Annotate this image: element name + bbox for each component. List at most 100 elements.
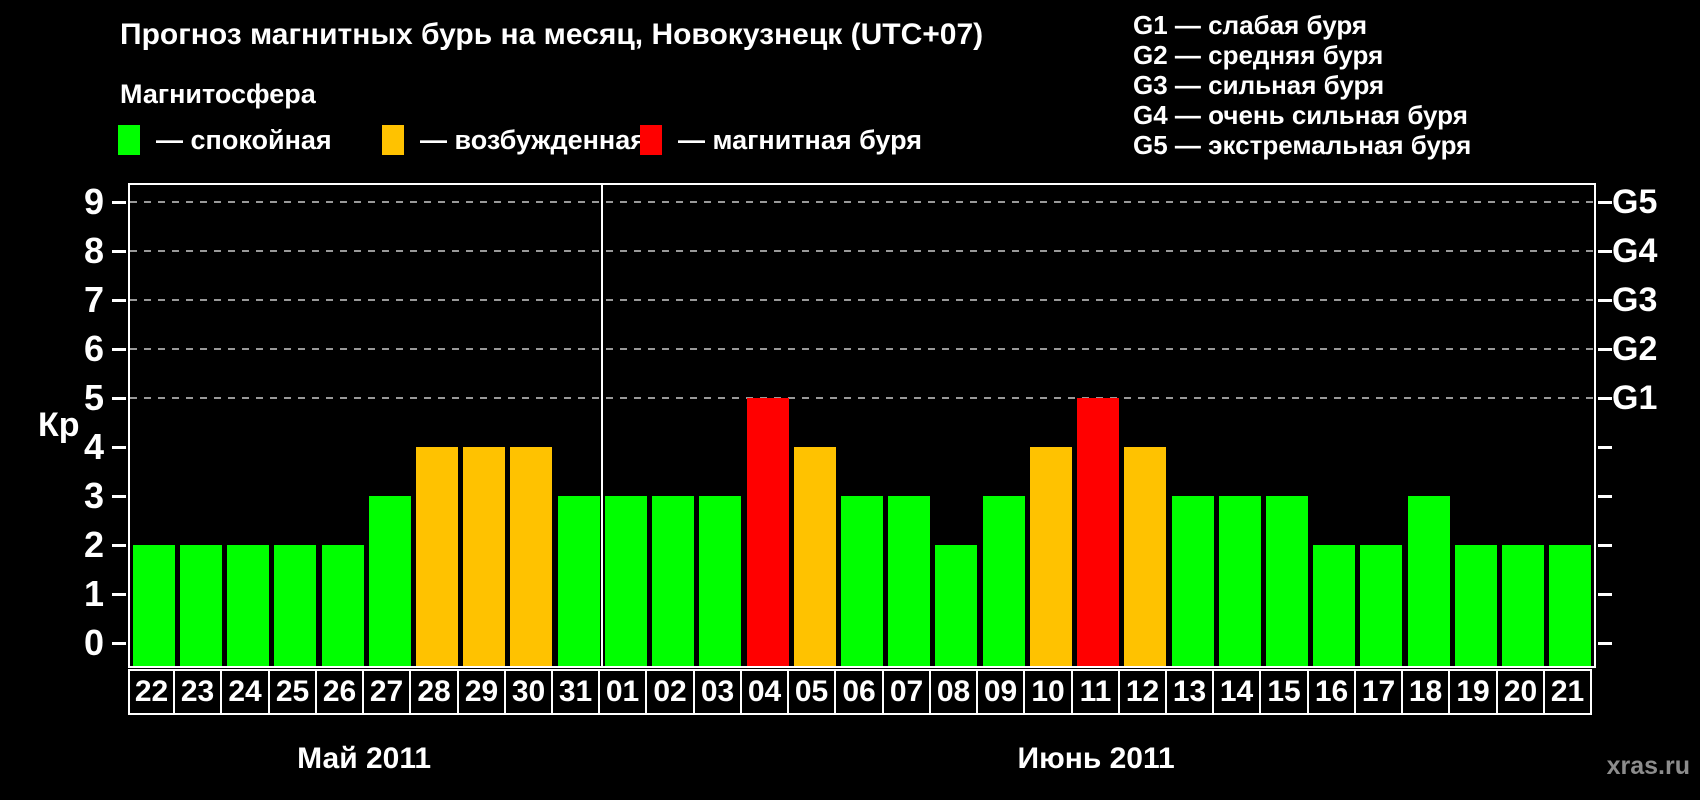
legend-swatch-storm-icon <box>640 125 662 155</box>
right-axis-tick <box>1598 250 1612 253</box>
y-tick-label: 0 <box>83 622 104 663</box>
date-label-box: 29 <box>457 669 506 715</box>
date-label-box: 07 <box>882 669 931 715</box>
legend-item-label: — магнитная буря <box>678 124 922 155</box>
kp-bar <box>699 496 742 666</box>
kp-bar <box>368 496 411 666</box>
kp-bar <box>793 447 836 666</box>
kp-bar <box>227 545 270 666</box>
gridline-kp-8 <box>130 250 1594 252</box>
left-axis-tick <box>112 250 126 253</box>
kp-bar <box>888 496 931 666</box>
date-label-box: 11 <box>1071 669 1120 715</box>
left-axis-tick <box>112 348 126 351</box>
date-label-box: 03 <box>693 669 742 715</box>
kp-bar <box>1171 496 1214 666</box>
left-axis-tick <box>112 397 126 400</box>
kp-bar <box>1077 398 1120 666</box>
g-scale-legend: G1 — слабая буря G2 — средняя буря G3 — си… <box>1133 10 1471 160</box>
magnetosphere-legend: — спокойная — возбужденная — магнитная бур… <box>0 122 1700 158</box>
kp-bar <box>132 545 175 666</box>
g-scale-legend-line: G4 — очень сильная буря <box>1133 100 1468 130</box>
kp-bar <box>1407 496 1450 666</box>
date-label-box: 06 <box>834 669 884 715</box>
date-label-box: 10 <box>1023 669 1073 715</box>
date-label-box: 28 <box>409 669 459 715</box>
g-scale-legend-line: G2 — средняя буря <box>1133 40 1384 70</box>
g-scale-legend-line: G5 — экстремальная буря <box>1133 130 1472 160</box>
right-axis-tick <box>1598 544 1612 547</box>
kp-bar <box>1266 496 1309 666</box>
date-label-box: 13 <box>1165 669 1214 715</box>
g-tick-label: G3 <box>1612 281 1658 319</box>
kp-bar <box>604 496 647 666</box>
kp-bar <box>463 447 506 666</box>
date-label-box: 14 <box>1212 669 1261 715</box>
left-axis-tick <box>112 642 126 645</box>
y-tick-label: 2 <box>83 524 104 565</box>
g-tick-label: G2 <box>1612 330 1658 368</box>
date-label-box: 23 <box>173 669 222 715</box>
legend-item-label: — спокойная <box>156 124 332 155</box>
y-axis-title: Кр <box>38 406 80 444</box>
legend-item-quiet: — спокойная <box>118 122 332 158</box>
legend-item-label: — возбужденная <box>420 124 646 155</box>
kp-bar <box>1124 447 1167 666</box>
kp-bar <box>557 496 600 666</box>
date-label-box: 21 <box>1543 669 1592 715</box>
g-tick-label: G1 <box>1612 379 1658 417</box>
y-tick-label: 6 <box>83 328 104 369</box>
date-label-box: 27 <box>362 669 411 715</box>
date-label-box: 19 <box>1448 669 1498 715</box>
date-label-box: 25 <box>268 669 317 715</box>
date-label-box: 12 <box>1118 669 1167 715</box>
date-label-box: 26 <box>315 669 364 715</box>
date-label-box: 16 <box>1307 669 1356 715</box>
date-label-box: 24 <box>220 669 270 715</box>
month-labels: Май 2011 Июнь 2011 <box>0 742 1700 782</box>
plot-area <box>112 183 1612 668</box>
kp-bar <box>935 545 978 666</box>
y-tick-label: 1 <box>83 573 104 614</box>
watermark: xras.ru <box>1606 752 1690 780</box>
y-tick-label: 7 <box>83 279 104 320</box>
right-axis-tick <box>1598 446 1612 449</box>
left-axis-tick <box>112 495 126 498</box>
date-label-box: 08 <box>929 669 978 715</box>
legend-item-storm: — магнитная буря <box>640 122 922 158</box>
date-label-box: 02 <box>645 669 695 715</box>
chart-title: Прогноз магнитных бурь на месяц, Новокуз… <box>120 18 984 51</box>
g-scale-legend-line: G3 — сильная буря <box>1133 70 1385 100</box>
kp-bar <box>179 545 222 666</box>
kp-bar <box>274 545 317 666</box>
date-label-box: 04 <box>740 669 789 715</box>
right-axis-tick <box>1598 397 1612 400</box>
right-axis-tick <box>1598 642 1612 645</box>
left-axis-tick <box>112 544 126 547</box>
date-label-box: 05 <box>787 669 836 715</box>
kp-bar <box>1502 545 1545 666</box>
date-label-box: 31 <box>551 669 600 715</box>
kp-bar <box>1029 447 1072 666</box>
x-axis-date-labels: 22 23 24 25 26 27 28 29 30 31 01 02 03 04 05 06 07 08 09 10… <box>128 669 1596 715</box>
kp-bar <box>1313 545 1356 666</box>
y-tick-label: 4 <box>83 426 104 467</box>
kp-bar <box>415 447 458 666</box>
right-axis-tick <box>1598 201 1612 204</box>
right-axis-tick <box>1598 495 1612 498</box>
kp-bar <box>982 496 1025 666</box>
gridline-kp-7 <box>130 299 1594 301</box>
left-axis-tick <box>112 446 126 449</box>
date-label-box: 17 <box>1354 669 1403 715</box>
legend-swatch-excited-icon <box>382 125 404 155</box>
kp-bar <box>1549 545 1592 666</box>
y-tick-label: 8 <box>83 230 104 271</box>
magnetosphere-label: Магнитосфера <box>120 79 316 109</box>
legend-swatch-quiet-icon <box>118 125 140 155</box>
y-tick-label: 9 <box>83 181 104 222</box>
y-tick-label: 3 <box>83 475 104 516</box>
kp-bar <box>841 496 883 666</box>
kp-bar <box>1218 496 1261 666</box>
left-axis-tick <box>112 299 126 302</box>
kp-bar <box>1454 545 1497 666</box>
